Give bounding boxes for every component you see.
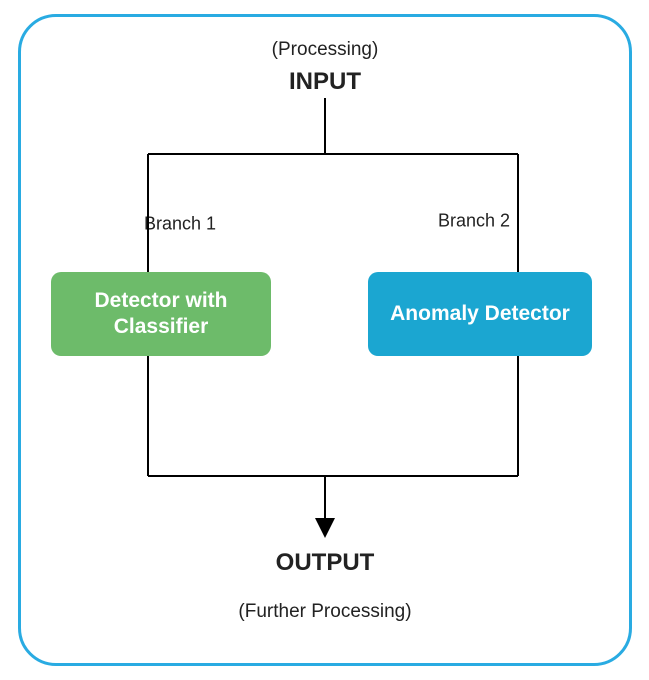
anomaly-detector-node: Anomaly Detector	[368, 272, 592, 356]
output-label: OUTPUT	[276, 549, 375, 577]
processing-label: (Processing)	[272, 39, 379, 61]
further-label: (Further Processing)	[238, 601, 411, 623]
input-label: INPUT	[289, 68, 361, 96]
branch2-label: Branch 2	[438, 211, 510, 232]
detector-classifier-node: Detector with Classifier	[51, 272, 271, 356]
branch1-label: Branch 1	[144, 214, 216, 235]
